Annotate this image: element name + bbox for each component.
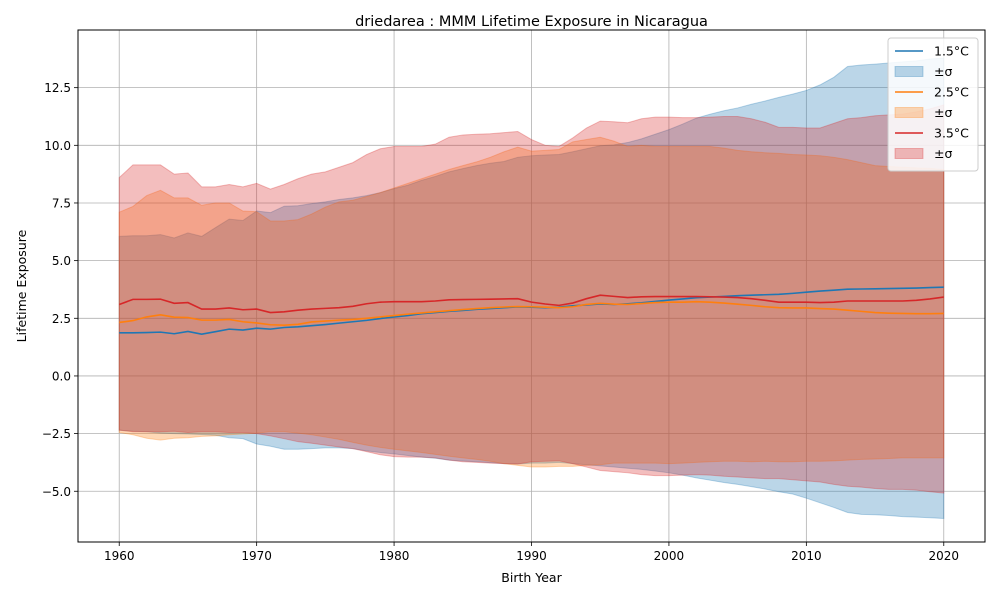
- x-axis-ticks: 1960 1970 1980 1990 2000 2010 2020: [104, 542, 959, 563]
- band-3-5-c: [118, 104, 945, 494]
- x-tick-label: 2010: [791, 549, 822, 563]
- y-tick-label: −5.0: [42, 485, 71, 499]
- legend-band-swatch: [894, 107, 924, 118]
- y-axis-ticks: −5.0 −2.5 0.0 2.5 5.0 7.5 10.0 12.5: [42, 81, 78, 499]
- x-tick-label: 1990: [516, 549, 547, 563]
- x-axis-label: Birth Year: [501, 570, 562, 585]
- legend-label: 1.5°C: [934, 44, 969, 59]
- chart-title: driedarea : MMM Lifetime Exposure in Nic…: [355, 14, 708, 30]
- legend-label: 2.5°C: [934, 85, 969, 100]
- y-tick-label: 7.5: [52, 196, 71, 210]
- y-tick-label: 12.5: [44, 81, 71, 95]
- y-tick-label: −2.5: [42, 427, 71, 441]
- y-axis-label: Lifetime Exposure: [14, 229, 29, 342]
- x-tick-label: 1980: [379, 549, 410, 563]
- x-tick-label: 1960: [104, 549, 135, 563]
- x-tick-label: 1970: [241, 549, 272, 563]
- y-tick-label: 10.0: [44, 139, 71, 153]
- legend-box: [887, 37, 979, 172]
- legend-band-swatch: [894, 66, 924, 77]
- x-tick-label: 2020: [928, 549, 959, 563]
- y-tick-label: 0.0: [52, 369, 71, 383]
- legend: 1.5°C ±σ 2.5°C ±σ 3.5°C ±σ: [887, 37, 979, 172]
- legend-label: ±σ: [934, 146, 952, 161]
- line-2-5-c: [119, 300, 944, 327]
- y-tick-label: 2.5: [52, 312, 71, 326]
- legend-label: ±σ: [934, 105, 952, 120]
- x-tick-label: 2000: [654, 549, 685, 563]
- series-lines: [118, 286, 944, 336]
- band-1-5-c: [118, 57, 945, 520]
- line-3-5-c: [118, 294, 944, 314]
- legend-label: ±σ: [934, 64, 952, 79]
- legend-band-swatch: [894, 148, 924, 159]
- y-tick-label: 5.0: [52, 254, 71, 268]
- grid: [78, 30, 985, 542]
- legend-label: 3.5°C: [934, 126, 969, 141]
